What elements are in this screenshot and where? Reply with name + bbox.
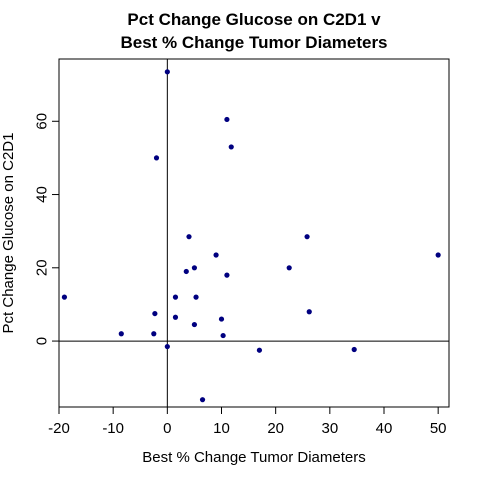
data-point	[224, 116, 230, 123]
data-point	[304, 234, 310, 240]
data-point	[118, 331, 124, 337]
data-point	[153, 155, 160, 161]
x-tick-label: -10	[102, 420, 124, 437]
data-point	[191, 265, 198, 271]
data-point	[228, 144, 234, 150]
x-tick-label: 0	[163, 420, 171, 437]
chart-title-line-2: Best % Change Tumor Diameters	[120, 33, 387, 52]
data-point	[213, 252, 219, 258]
data-point	[218, 316, 225, 322]
data-point	[183, 268, 189, 275]
y-axis-label: Pct Change Glucose on C2D1	[0, 133, 17, 334]
data-points	[61, 69, 441, 403]
data-point	[256, 347, 263, 353]
data-point	[164, 69, 170, 75]
x-axis-label: Best % Change Tumor Diameters	[142, 449, 365, 466]
y-tick-label: 0	[34, 337, 51, 345]
data-point	[224, 272, 230, 278]
x-tick-label: 20	[267, 420, 284, 437]
data-point	[306, 309, 312, 315]
x-tick-label: -20	[48, 420, 70, 437]
chart-title-line-1: Pct Change Glucose on C2D1 v	[127, 10, 381, 29]
data-point	[172, 294, 179, 300]
y-tick-label: 60	[34, 113, 51, 130]
data-point	[199, 397, 206, 403]
data-point	[435, 252, 441, 258]
x-tick-label: 30	[321, 420, 338, 437]
data-point	[164, 343, 170, 350]
x-axis: -20 -10 0 10 20 30 40 50	[48, 406, 447, 437]
data-point	[61, 294, 68, 300]
x-tick-label: 40	[376, 420, 393, 437]
x-tick-label: 50	[430, 420, 447, 437]
data-point	[193, 294, 199, 300]
data-point	[351, 346, 357, 353]
data-point	[151, 331, 157, 337]
data-point	[191, 321, 198, 328]
data-point	[220, 332, 226, 339]
data-point	[186, 234, 192, 240]
y-tick-label: 40	[34, 186, 51, 203]
data-point	[152, 310, 158, 317]
data-point	[172, 314, 179, 320]
x-tick-label: 10	[213, 420, 230, 437]
data-point	[286, 265, 292, 271]
plot-area-frame	[58, 58, 450, 408]
y-tick-label: 20	[34, 259, 51, 276]
y-axis: 0 20 40 60	[34, 113, 60, 345]
